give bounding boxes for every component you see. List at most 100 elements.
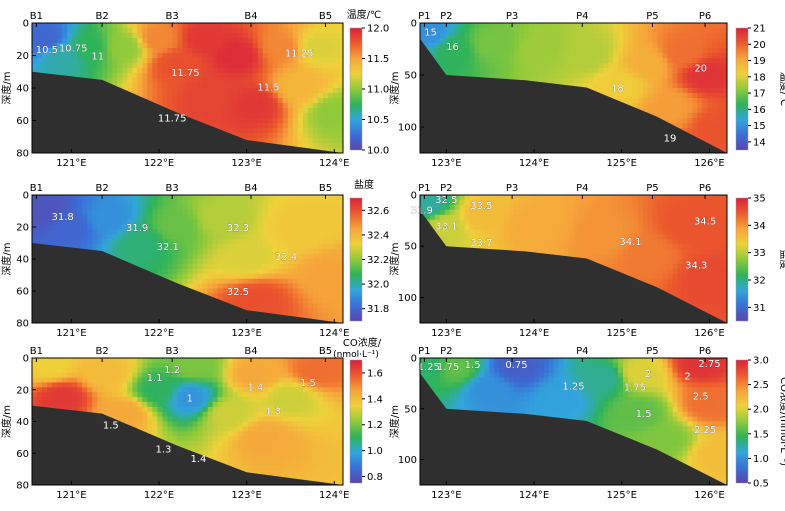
field-cell (302, 204, 309, 211)
field-cell (287, 204, 294, 211)
field-cell (197, 83, 204, 89)
field-cell (499, 23, 505, 29)
field-cell (722, 53, 727, 59)
field-cell (509, 48, 515, 54)
field-cell (262, 73, 269, 79)
field-cell (297, 204, 304, 211)
field-cell (677, 43, 684, 49)
field-cell (707, 68, 713, 74)
field-cell (212, 249, 219, 255)
field-cell (72, 224, 78, 231)
field-cell (242, 33, 249, 39)
field-cell (57, 63, 63, 69)
field-cell (167, 38, 174, 44)
field-cell (102, 58, 108, 64)
field-cell (312, 278, 319, 285)
field-cell (697, 128, 703, 134)
field-cell (167, 48, 174, 54)
field-cell (197, 214, 204, 221)
field-cell (504, 68, 510, 74)
field-cell (613, 38, 619, 44)
field-cell (192, 229, 199, 235)
field-cell (722, 73, 727, 79)
field-cell (702, 48, 708, 54)
field-cell (312, 308, 319, 314)
field-cell (642, 53, 649, 59)
field-cell (247, 268, 254, 275)
field-cell (117, 53, 123, 59)
field-cell (327, 28, 334, 34)
field-cell (262, 48, 269, 54)
field-cell (543, 78, 550, 84)
field-cell (192, 273, 199, 280)
field-cell (312, 98, 319, 104)
field-cell (147, 63, 153, 69)
field-cell (182, 103, 189, 109)
field-cell (197, 78, 204, 84)
field-cell (282, 209, 289, 216)
field-cell (202, 83, 209, 89)
field-cell (297, 98, 304, 104)
field-cell (449, 48, 456, 54)
field-cell (717, 23, 723, 29)
field-cell (312, 38, 319, 44)
field-cell (127, 73, 133, 79)
field-cell (262, 214, 269, 221)
field-cell (424, 28, 431, 34)
field-cell (257, 63, 264, 69)
field-cell (593, 58, 599, 64)
field-cell (642, 93, 649, 99)
field-cell (337, 313, 343, 319)
field-cell (317, 73, 324, 79)
field-cell (267, 199, 274, 206)
field-cell (252, 244, 259, 250)
field-cell (717, 53, 723, 59)
field-cell (672, 53, 679, 59)
field-cell (87, 239, 93, 245)
field-cell (667, 108, 674, 114)
field-cell (227, 43, 234, 49)
field-cell (277, 249, 284, 255)
field-cell (317, 209, 324, 216)
field-cell (692, 53, 698, 59)
field-cell (722, 108, 727, 114)
field-cell (197, 268, 204, 275)
field-cell (62, 199, 68, 206)
field-cell (217, 38, 224, 44)
field-cell (37, 234, 43, 240)
colorbar-label: 盐度 (354, 178, 374, 191)
field-cell (337, 123, 343, 129)
field-cell (667, 58, 674, 64)
field-cell (647, 23, 654, 29)
field-cell (242, 293, 249, 299)
field-cell (72, 58, 78, 64)
field-cell (593, 43, 599, 49)
field-cell (222, 288, 229, 295)
field-cell (212, 224, 219, 231)
field-cell (327, 98, 334, 104)
field-cell (167, 33, 174, 39)
field-cell (262, 123, 269, 129)
field-cell (227, 28, 234, 34)
field-cell (332, 268, 339, 275)
field-cell (247, 288, 254, 295)
field-cell (652, 63, 659, 69)
field-cell (528, 23, 535, 29)
field-cell (267, 33, 274, 39)
field-cell (509, 58, 515, 64)
field-cell (687, 28, 693, 34)
field-cell (667, 98, 674, 104)
field-cell (267, 273, 274, 280)
field-cell (548, 73, 555, 79)
contour-label: 11.75 (171, 68, 200, 79)
field-cell (152, 43, 159, 49)
field-cell (87, 33, 93, 39)
field-cell (272, 209, 279, 216)
field-cell (147, 93, 153, 99)
field-cell (187, 273, 194, 280)
field-cell (327, 283, 334, 290)
field-cell (297, 234, 304, 240)
field-cell (97, 204, 103, 211)
field-cell (322, 68, 329, 74)
field-cell (479, 28, 485, 34)
